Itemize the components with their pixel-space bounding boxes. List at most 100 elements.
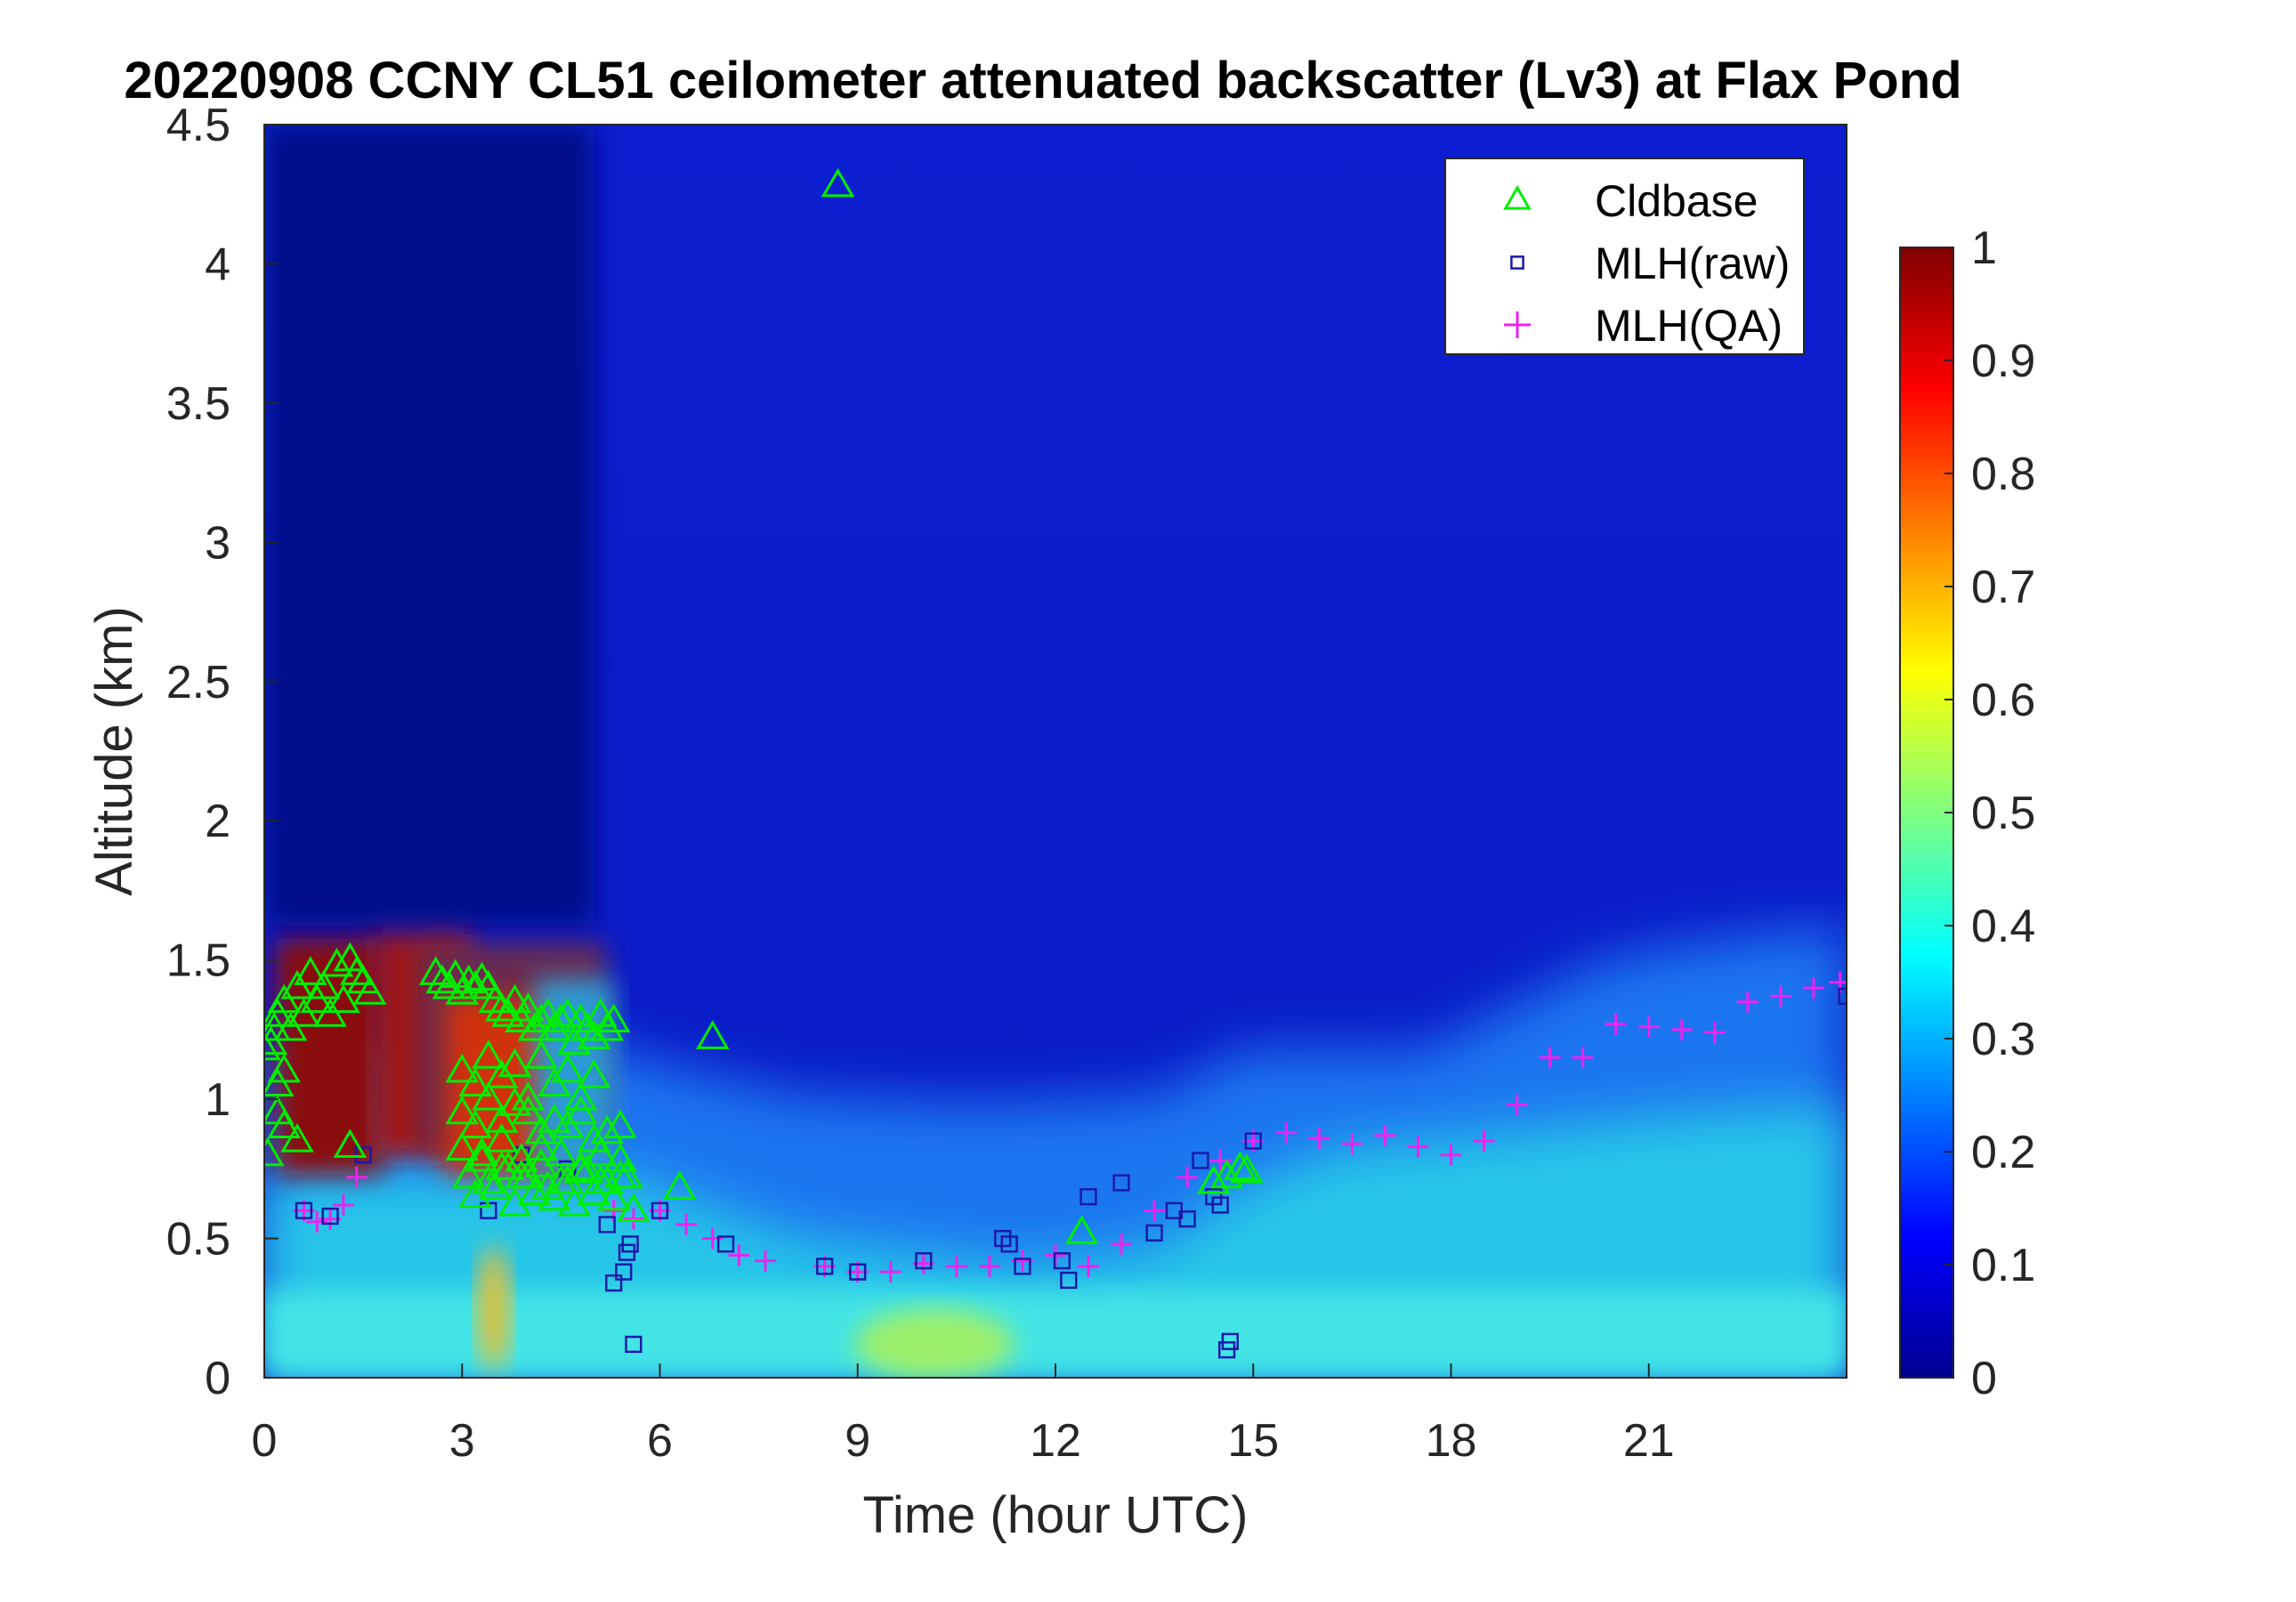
- cldbase-marker: [590, 1114, 624, 1145]
- mlh-raw-marker: [651, 1202, 669, 1219]
- y-tick-label: 2: [205, 796, 230, 847]
- mlh-raw-marker: [1838, 987, 1847, 1005]
- mlh-raw-marker: [1112, 1174, 1130, 1192]
- mlh-raw-marker: [1079, 1187, 1097, 1206]
- colorbar: 0 0.1 0.2 0.3 0.4 0.5 0.6 0.7 0.8 0.9 1: [1899, 222, 2035, 1404]
- mlh-qa-marker: [622, 1208, 644, 1230]
- mlh-raw-marker: [915, 1251, 933, 1270]
- cldbase-marker: [418, 956, 453, 985]
- mlh-qa-marker: [1144, 1200, 1166, 1222]
- mlh-raw-marker: [1060, 1271, 1078, 1290]
- cldbase-marker: [551, 998, 585, 1027]
- cldbase-marker: [478, 1170, 513, 1200]
- mlh-qa-marker: [1341, 1133, 1363, 1155]
- heatmap-surface-hotspot: [854, 1308, 1015, 1378]
- cldbase-marker: [451, 1159, 486, 1189]
- mlh-qa-marker: [1374, 1124, 1396, 1146]
- legend-entries: Cldbase MLH(raw) MLH(QA): [1503, 176, 1790, 351]
- colorbar-tick-label: 0.2: [1971, 1127, 2035, 1178]
- cldbase-marker: [596, 1003, 631, 1033]
- mlh-raw-marker: [625, 1335, 643, 1354]
- cldbase-marker: [319, 947, 354, 977]
- mlh-qa-marker: [728, 1244, 750, 1266]
- cldbase-marker: [445, 1095, 479, 1125]
- legend-marker: [1504, 312, 1531, 338]
- mlh-qa-marker: [1605, 1013, 1627, 1035]
- cldbase-marker: [497, 1048, 532, 1078]
- cldbase-marker: [313, 998, 347, 1027]
- cldbase-marker: [352, 975, 387, 1005]
- y-tick-label: 0: [205, 1353, 230, 1404]
- colorbar-tick-label: 0.7: [1971, 562, 2035, 613]
- cldbase-marker: [445, 1131, 479, 1161]
- cldbase-marker: [287, 998, 321, 1027]
- mlh-qa-series: [293, 971, 1847, 1283]
- cldbase-marker: [472, 1164, 505, 1194]
- cldbase-marker: [264, 1137, 285, 1167]
- cldbase-marker: [821, 167, 855, 198]
- cldbase-marker: [538, 1181, 571, 1211]
- x-tick-label: 3: [449, 1415, 475, 1467]
- mlh-qa-marker: [1703, 1022, 1726, 1044]
- mlh-raw-marker: [1014, 1258, 1031, 1275]
- x-tick-label: 15: [1227, 1415, 1279, 1467]
- y-tick-label: 4: [205, 239, 230, 290]
- mlh-qa-marker: [1736, 991, 1758, 1013]
- cldbase-marker: [484, 1123, 519, 1153]
- colorbar-tick-label: 0.1: [1971, 1240, 2035, 1291]
- cldbase-marker: [264, 1031, 281, 1061]
- heatmap-surface-hotspot: [478, 1246, 510, 1371]
- cldbase-marker: [273, 1011, 308, 1041]
- cldbase-marker: [577, 1059, 611, 1088]
- y-tick-label: 1.5: [166, 935, 230, 987]
- legend-label: Cldbase: [1595, 176, 1758, 226]
- cldbase-marker: [425, 964, 459, 994]
- cldbase-marker: [511, 1095, 546, 1125]
- cldbase-marker: [478, 983, 513, 1014]
- legend-label: MLH(QA): [1595, 301, 1783, 351]
- mlh-qa-marker: [675, 1213, 698, 1235]
- cldbase-marker: [300, 983, 335, 1014]
- mlh-qa-marker: [1111, 1233, 1133, 1255]
- cldbase-marker: [517, 1176, 552, 1206]
- mlh-qa-marker: [1078, 1255, 1100, 1277]
- cldbase-marker: [551, 1053, 585, 1083]
- cldbase-marker: [538, 1011, 571, 1041]
- cldbase-marker: [617, 1193, 651, 1222]
- mlh-raw-marker: [321, 1207, 339, 1226]
- cldbase-marker: [563, 1151, 598, 1180]
- y-tick-label: 0.5: [166, 1214, 230, 1266]
- x-tick-label: 0: [252, 1415, 278, 1467]
- cldbase-marker: [465, 1137, 499, 1167]
- mlh-qa-marker: [1506, 1094, 1528, 1116]
- cldbase-marker: [570, 1011, 604, 1041]
- cldbase-marker: [497, 1087, 532, 1116]
- mlh-qa-marker: [701, 1227, 724, 1250]
- cldbase-marker: [333, 1129, 368, 1158]
- cldbase-marker: [524, 1040, 558, 1069]
- cldbase-marker: [544, 1137, 578, 1167]
- cldbase-marker: [584, 1164, 618, 1194]
- colorbar-tick-label: 0: [1971, 1353, 1997, 1404]
- y-tick-label: 3.5: [166, 378, 230, 430]
- cldbase-marker: [557, 1025, 591, 1056]
- cldbase-marker: [472, 1040, 505, 1069]
- mlh-qa-marker: [879, 1261, 901, 1283]
- chart-title: 20220908 CCNY CL51 ceilometer attenuated…: [124, 52, 1961, 109]
- mlh-qa-marker: [345, 1166, 368, 1188]
- cldbase-marker: [1197, 1164, 1231, 1194]
- mlh-qa-marker: [1308, 1127, 1330, 1149]
- mlh-raw-marker: [354, 1146, 372, 1164]
- legend: Cldbase MLH(raw) MLH(QA): [1444, 158, 1805, 355]
- mlh-raw-marker: [1221, 1332, 1239, 1350]
- cldbase-marker: [451, 964, 486, 994]
- mlh-qa-marker: [1440, 1144, 1462, 1166]
- cldbase-marker: [280, 1123, 314, 1153]
- y-tick-label: 2.5: [166, 657, 230, 708]
- cldbase-marker: [458, 1109, 492, 1138]
- mlh-qa-marker: [1275, 1121, 1298, 1144]
- cldbase-marker: [306, 969, 341, 999]
- cldbase-marker: [538, 1104, 571, 1133]
- cldbase-marker: [1064, 1215, 1099, 1244]
